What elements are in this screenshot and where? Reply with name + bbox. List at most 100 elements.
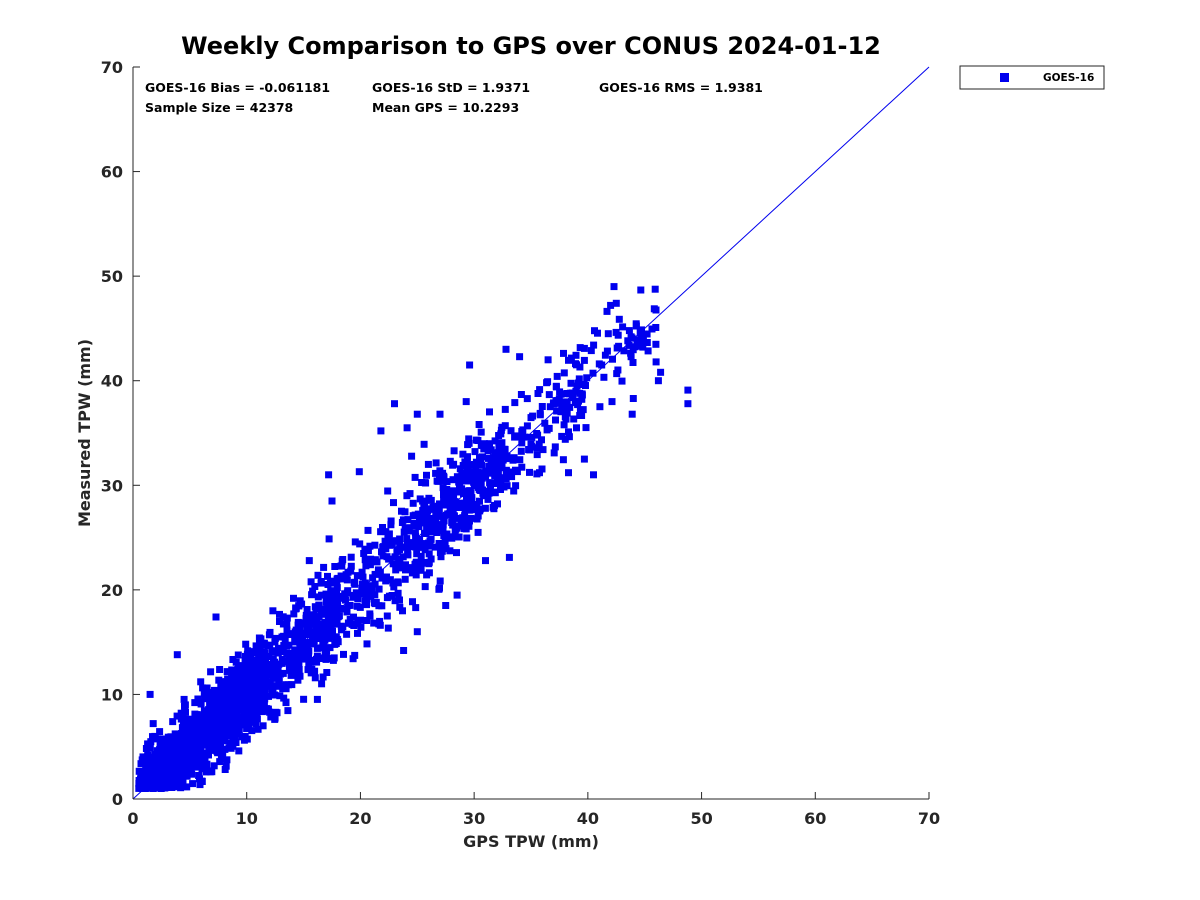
data-point xyxy=(614,366,622,374)
data-point xyxy=(436,410,444,418)
data-point xyxy=(437,542,445,550)
data-point xyxy=(151,734,159,742)
data-point xyxy=(191,699,199,707)
data-point xyxy=(390,537,398,545)
data-point xyxy=(209,704,217,712)
data-point xyxy=(371,580,379,588)
data-point xyxy=(248,689,256,697)
data-point xyxy=(146,757,154,765)
data-point xyxy=(552,416,559,424)
data-point xyxy=(596,403,604,411)
data-point xyxy=(319,654,327,662)
data-point xyxy=(311,674,319,682)
data-point xyxy=(603,347,611,355)
data-point xyxy=(229,712,237,720)
data-point xyxy=(305,557,313,565)
data-point xyxy=(173,764,181,772)
data-point xyxy=(527,414,535,422)
data-point xyxy=(413,520,421,528)
data-point xyxy=(264,692,272,700)
data-point xyxy=(296,672,304,680)
data-point xyxy=(251,678,259,686)
data-point xyxy=(411,473,419,481)
data-point xyxy=(395,537,403,545)
data-point xyxy=(371,541,379,549)
data-point xyxy=(364,526,372,534)
data-point xyxy=(343,589,351,597)
data-point xyxy=(652,324,660,331)
data-point xyxy=(137,760,145,768)
data-point xyxy=(266,708,274,716)
data-point xyxy=(433,505,441,513)
data-point xyxy=(279,648,287,655)
data-point xyxy=(440,501,448,509)
data-point xyxy=(218,709,226,717)
data-point xyxy=(329,615,337,623)
data-point xyxy=(519,432,526,440)
data-point xyxy=(185,715,193,723)
data-point xyxy=(494,449,502,457)
data-point xyxy=(462,398,470,406)
data-point xyxy=(321,650,329,658)
data-point xyxy=(197,736,205,744)
data-point xyxy=(268,690,276,697)
data-point xyxy=(241,665,249,673)
data-point xyxy=(615,315,623,323)
data-point xyxy=(225,711,233,719)
data-point xyxy=(298,600,306,608)
data-point xyxy=(395,559,403,567)
data-point xyxy=(610,283,618,291)
y-tick-label: 60 xyxy=(101,163,123,182)
data-point xyxy=(162,755,170,763)
data-point xyxy=(260,702,268,710)
data-point xyxy=(421,583,429,591)
data-point xyxy=(261,649,269,657)
sample-size-annotation: Sample Size = 42378 xyxy=(145,100,293,115)
data-point xyxy=(250,673,258,681)
data-point xyxy=(551,443,559,451)
data-point xyxy=(466,506,474,514)
data-point xyxy=(228,673,236,681)
data-point xyxy=(384,534,392,542)
data-point xyxy=(186,728,193,736)
data-point xyxy=(478,461,485,469)
data-point xyxy=(319,621,327,629)
data-point xyxy=(443,478,451,486)
data-point xyxy=(390,499,397,507)
data-point xyxy=(206,768,214,776)
data-point xyxy=(557,390,565,398)
data-point xyxy=(280,694,288,702)
data-point xyxy=(464,471,472,479)
data-point xyxy=(411,511,419,519)
y-tick-label: 50 xyxy=(101,267,123,286)
data-point xyxy=(575,379,582,387)
data-point xyxy=(178,724,186,732)
data-point xyxy=(657,368,665,376)
data-point xyxy=(245,663,253,671)
data-point xyxy=(559,456,567,464)
data-point xyxy=(519,426,527,434)
data-point xyxy=(474,437,482,444)
data-point xyxy=(149,720,157,728)
data-point xyxy=(254,725,262,733)
data-point xyxy=(366,542,374,550)
data-point xyxy=(412,571,420,579)
data-point xyxy=(459,514,467,522)
data-point xyxy=(501,422,509,430)
data-point xyxy=(135,779,143,787)
data-point xyxy=(505,455,513,463)
data-point xyxy=(383,553,391,561)
data-point xyxy=(300,695,308,703)
data-point xyxy=(355,468,363,476)
data-point xyxy=(195,772,203,779)
data-point xyxy=(363,617,371,624)
data-point xyxy=(290,670,298,677)
data-point xyxy=(474,512,482,520)
data-point xyxy=(496,464,504,472)
data-point xyxy=(213,690,221,698)
data-point xyxy=(364,547,372,554)
data-point xyxy=(629,359,637,366)
data-point xyxy=(560,369,568,377)
data-point xyxy=(301,655,309,663)
data-point xyxy=(600,373,608,381)
